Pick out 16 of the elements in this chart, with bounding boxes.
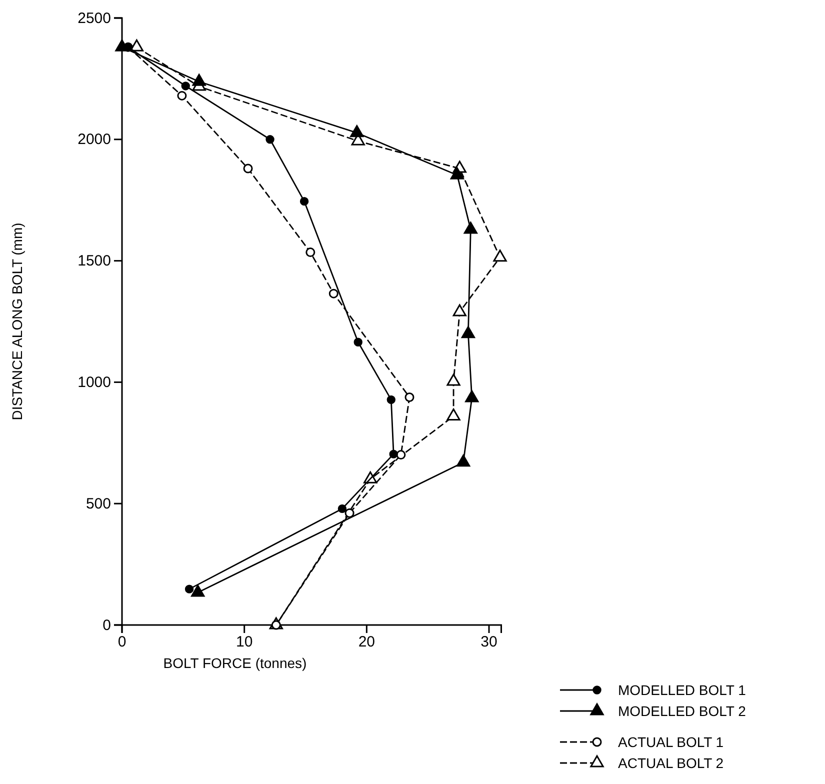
legend-label: MODELLED BOLT 1 <box>618 682 746 698</box>
legend-label: MODELLED BOLT 2 <box>618 703 746 719</box>
y-tick-label: 1000 <box>78 374 111 391</box>
y-axis-title: DISTANCE ALONG BOLT (mm) <box>9 222 25 420</box>
y-tick-label: 2000 <box>78 131 111 148</box>
x-tick-label: 10 <box>236 634 253 651</box>
x-tick-label: 30 <box>480 634 498 651</box>
y-tick-label: 2500 <box>78 10 111 27</box>
legend-label: ACTUAL BOLT 1 <box>618 734 724 750</box>
x-tick-label: 0 <box>118 634 126 651</box>
x-axis-title: BOLT FORCE (tonnes) <box>163 655 307 671</box>
x-tick-label: 20 <box>358 634 376 651</box>
legend-label: ACTUAL BOLT 2 <box>618 755 724 771</box>
y-tick-label: 1500 <box>78 252 111 270</box>
y-tick-label: 0 <box>102 616 111 634</box>
y-tick-label: 500 <box>86 495 111 512</box>
